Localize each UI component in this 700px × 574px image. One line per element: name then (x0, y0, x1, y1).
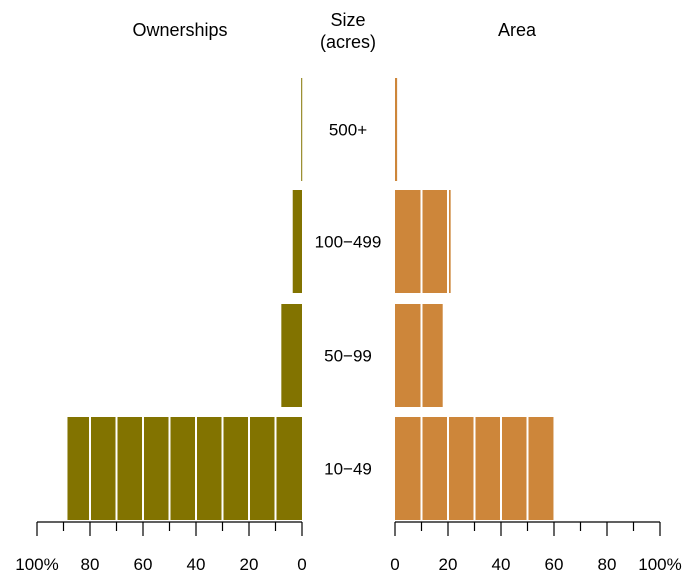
area-tick-label: 100% (638, 555, 681, 574)
size-header-line1: Size (330, 10, 365, 30)
category-label: 100−499 (315, 233, 382, 252)
area-bar-2 (395, 304, 443, 407)
ownerships-tick-label: 100% (15, 555, 58, 574)
ownerships-bar-3 (67, 417, 302, 520)
area-title: Area (498, 20, 537, 40)
category-label: 500+ (329, 121, 367, 140)
axes-layer: 100% 80 60 40 20 0 0 20 40 60 80 100% (15, 521, 682, 574)
area-tick-label: 60 (545, 555, 564, 574)
area-tick-label: 40 (492, 555, 511, 574)
category-label: 50−99 (324, 347, 372, 366)
size-header-line2: (acres) (320, 32, 376, 52)
bars-layer (67, 78, 554, 520)
category-labels: 500+ 100−499 50−99 10−49 (315, 121, 382, 479)
area-tick-label: 20 (439, 555, 458, 574)
ownerships-tick-label: 0 (297, 555, 306, 574)
ownerships-tick-label: 20 (240, 555, 259, 574)
ownerships-tick-label: 80 (81, 555, 100, 574)
ownerships-bar-0 (301, 78, 303, 181)
ownerships-bar-2 (281, 304, 302, 407)
ownerships-tick-label: 60 (134, 555, 153, 574)
area-tick-label: 0 (390, 555, 399, 574)
area-tick-label: 80 (598, 555, 617, 574)
ownerships-bar-1 (292, 190, 302, 293)
category-label: 10−49 (324, 460, 372, 479)
ownerships-title: Ownerships (132, 20, 227, 40)
area-bar-1 (395, 190, 451, 293)
ownerships-tick-label: 40 (187, 555, 206, 574)
area-bar-0 (395, 78, 398, 181)
